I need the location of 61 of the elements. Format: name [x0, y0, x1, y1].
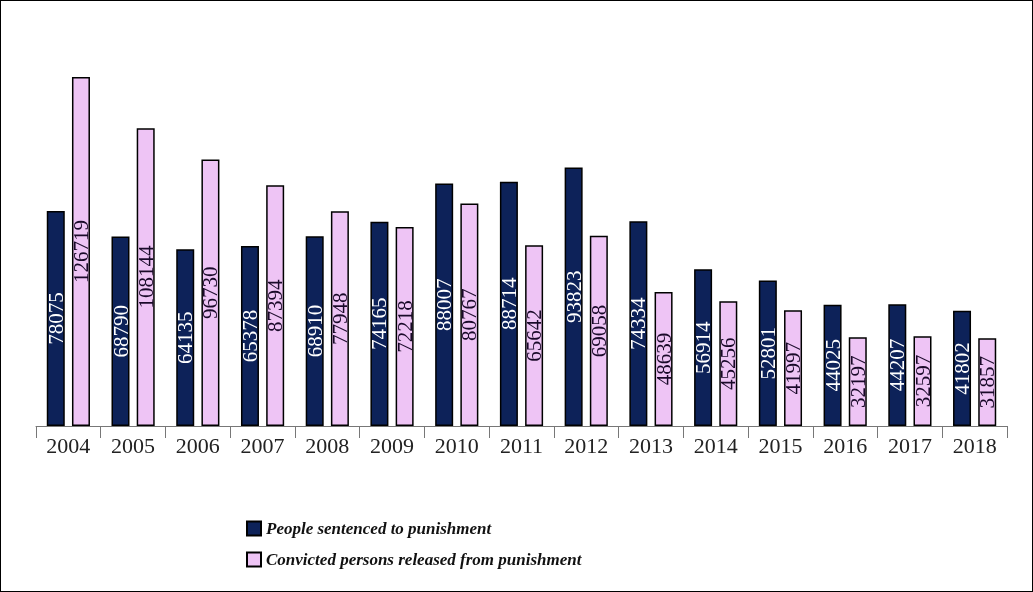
data-label: 87394 — [263, 278, 288, 332]
x-tick-label: 2017 — [887, 432, 932, 458]
data-label: 65642 — [522, 309, 547, 362]
x-tick-label: 2008 — [305, 432, 350, 458]
bar — [330, 211, 349, 426]
bar — [46, 210, 65, 426]
data-label: 41802 — [950, 342, 975, 395]
bar — [176, 249, 195, 426]
data-label: 126719 — [68, 220, 93, 283]
data-label: 64135 — [173, 311, 198, 364]
data-label: 74334 — [626, 296, 651, 350]
bar — [564, 167, 583, 426]
data-label: 78075 — [43, 292, 68, 345]
data-label: 96730 — [198, 266, 223, 320]
x-tick-label: 2015 — [758, 432, 803, 458]
data-label: 69058 — [586, 304, 611, 358]
x-tick-label: 2006 — [175, 432, 220, 458]
bar — [201, 159, 220, 426]
x-tick-label: 2011 — [499, 432, 544, 458]
data-label: 56914 — [691, 320, 716, 374]
data-label: 32197 — [845, 355, 870, 408]
bar — [460, 203, 479, 426]
data-label: 31857 — [975, 355, 1000, 409]
bar — [499, 181, 518, 426]
bar — [629, 221, 648, 426]
bar — [435, 183, 454, 426]
data-label: 80767 — [457, 288, 482, 342]
legend-label: Convicted persons released from punishment — [266, 550, 583, 569]
data-label: 32597 — [910, 354, 935, 408]
data-label: 68790 — [108, 305, 133, 358]
x-tick-label: 2010 — [434, 432, 479, 458]
data-label: 88007 — [432, 278, 457, 332]
x-tick-label: 2016 — [823, 432, 868, 458]
bar — [71, 77, 90, 426]
x-tick-label: 2012 — [564, 432, 609, 458]
data-label: 88714 — [496, 277, 521, 331]
x-tick-label: 2014 — [693, 432, 738, 458]
data-label: 72218 — [392, 300, 417, 353]
data-label: 44025 — [820, 339, 845, 392]
data-label: 44207 — [885, 338, 910, 392]
data-label: 41997 — [781, 341, 806, 395]
bar — [395, 227, 414, 426]
data-label: 108144 — [133, 245, 158, 309]
x-tick-label: 2005 — [111, 432, 156, 458]
data-label: 65378 — [237, 309, 262, 363]
bar — [370, 221, 389, 426]
x-tick-label: 2013 — [628, 432, 673, 458]
data-label: 74165 — [367, 297, 392, 351]
x-tick-label: 2018 — [952, 432, 997, 458]
data-label: 68910 — [302, 304, 327, 358]
data-label: 52801 — [755, 327, 780, 380]
bar — [266, 185, 285, 426]
data-label: 93823 — [561, 270, 586, 324]
bar — [136, 128, 155, 426]
data-label: 45256 — [716, 337, 741, 390]
x-tick-label: 2007 — [240, 432, 285, 458]
x-tick-label: 2004 — [46, 432, 91, 458]
legend-label: People sentenced to punishment — [265, 519, 493, 538]
data-label: 48639 — [651, 332, 676, 386]
x-tick-label: 2009 — [370, 432, 415, 458]
data-label: 77948 — [327, 292, 352, 345]
